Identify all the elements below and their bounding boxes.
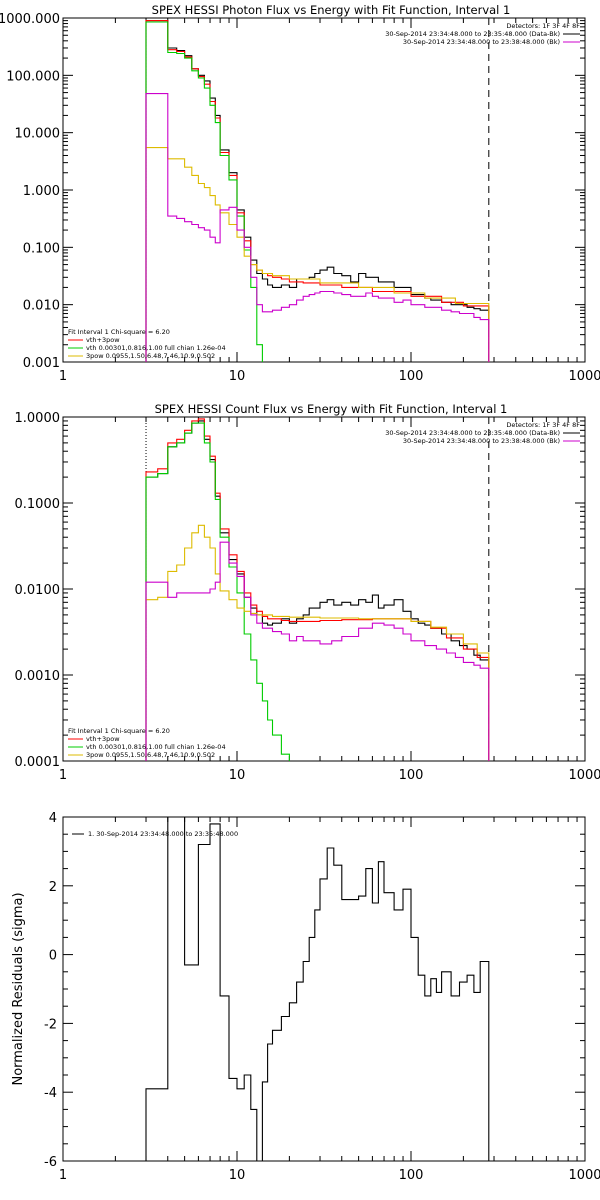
panel1-series [145,20,490,362]
panel2-legend-top: Detectors: 1F 3F 4F 8F 30-Sep-2014 23:34… [385,421,580,445]
series-line-0 [145,420,490,761]
panel2-x-tick-labels: 1 10 100 1000 [59,768,600,783]
y-tick-label: 0.100 [23,241,60,256]
x-tick-label: 100 [399,1168,424,1183]
x-tick-label: 100 [399,768,424,783]
panel1-title: SPEX HESSI Photon Flux vs Energy with Fi… [152,3,511,17]
y-tick-label: -4 [44,1086,57,1101]
panel2-fit-header: Fit Interval 1 Chi-square = 6.20 [68,727,170,735]
panel2-ticks [63,417,585,761]
x-tick-label: 1000 [568,1168,600,1183]
series-line-2 [145,21,263,362]
series-line-0 [145,20,490,362]
x-tick-label: 10 [229,369,246,384]
y-tick-label: 0.0100 [15,583,61,598]
x-tick-label: 10 [229,768,246,783]
x-tick-label: 100 [399,369,424,384]
x-tick-label: 1 [59,369,67,384]
series-line-1 [145,20,490,362]
y-tick-label: 1.000 [23,184,60,199]
panel2-legend-bk: 30-Sep-2014 23:34:48.000 to 23:38:48.000… [403,437,560,445]
series-line-1 [145,418,490,761]
panel1-y-tick-labels: 1000.000 100.000 10.000 1.000 0.100 0.010 0.00… [0,12,60,371]
panel1-frame [62,17,586,363]
panel1-legend-bottom: Fit Interval 1 Chi-square = 6.20 vth+3po… [68,328,226,360]
y-tick-label: 0.010 [23,299,60,314]
panel2-legend-data: 30-Sep-2014 23:34:48.000 to 23:35:48.000… [385,429,560,437]
panel2-legend-bottom: Fit Interval 1 Chi-square = 6.20 vth+3po… [68,727,226,759]
panel3-y-axis-label: Normalized Residuals (sigma) [11,892,26,1085]
series-line-3 [145,147,490,362]
y-tick-label: 0 [49,949,57,964]
series-line-4 [145,93,490,362]
panel2-title: SPEX HESSI Count Flux vs Energy with Fit… [155,402,508,416]
panel3-y-tick-labels: 4 2 0 -2 -4 -6 [44,811,57,1170]
panel1-fit-header: Fit Interval 1 Chi-square = 6.20 [68,328,170,336]
y-tick-label: 0.001 [23,356,60,371]
y-tick-label: 1000.000 [0,12,60,27]
panel3-ticks [63,816,585,1162]
panel1-marker-lines [145,18,490,362]
panel3-legend: 1. 30-Sep-2014 23:34:48.000 to 23:35:48.… [72,830,238,838]
panel2-legend-vth: vth 0.00301,0.816,1.00 full chian 1.26e-… [86,743,226,751]
count-flux-panel: SPEX HESSI Count Flux vs Energy with Fit… [15,402,600,783]
panel3-series [145,816,490,1162]
panel3-x-tick-labels: 1 10 100 1000 [59,1168,600,1183]
y-tick-label: 4 [49,811,57,826]
panel1-legend-data: 30-Sep-2014 23:34:48.000 to 23:35:48.000… [385,30,560,38]
series-line-3 [145,524,490,761]
panel2-y-tick-labels: 1.0000 0.1000 0.0100 0.0010 0.0001 [15,411,61,770]
series-line-2 [145,422,290,761]
panel1-legend-top: Detectors: 1F 3F 4F 8F 30-Sep-2014 23:34… [385,22,580,46]
y-tick-label: 0.1000 [15,497,61,512]
series-line-0 [145,816,490,1162]
x-tick-label: 1000 [568,369,600,384]
y-tick-label: 0.0010 [15,669,61,684]
panel3-legend-text: 1. 30-Sep-2014 23:34:48.000 to 23:35:48.… [88,830,238,838]
y-tick-label: -6 [44,1155,57,1170]
panel3-frame [62,816,586,1162]
y-tick-label: 0.0001 [15,755,61,770]
panel2-series [145,418,490,761]
panel1-legend-fit: vth+3pow [86,336,120,344]
panel1-legend-vth: vth 0.00301,0.816,1.00 full chian 1.26e-… [86,344,226,352]
y-tick-label: 10.000 [15,127,61,142]
panel2-marker-lines [145,417,490,761]
panel1-legend-pow: 3pow 0.0955,1.50,6.48,7.46,10.9,0.502 [86,352,215,360]
y-tick-label: -2 [44,1017,57,1032]
x-tick-label: 10 [229,1168,246,1183]
panel2-legend-pow: 3pow 0.0955,1.50,6.48,7.46,10.9,0.502 [86,751,215,759]
panel2-legend-fit: vth+3pow [86,735,120,743]
panel1-legend-bk: 30-Sep-2014 23:34:48.000 to 23:38:48.000… [403,38,560,46]
panel1-detectors: Detectors: 1F 3F 4F 8F [506,22,580,30]
y-tick-label: 2 [49,880,57,895]
x-tick-label: 1 [59,1168,67,1183]
panel2-detectors: Detectors: 1F 3F 4F 8F [506,421,580,429]
y-tick-label: 100.000 [6,69,60,84]
y-tick-label: 1.0000 [15,411,61,426]
x-tick-label: 1000 [568,768,600,783]
series-line-4 [145,541,490,761]
panel1-ticks [63,18,585,362]
panel2-frame [62,416,586,762]
residuals-panel: 1 10 100 1000 4 2 0 -2 -4 -6 Normalized Residual… [11,811,600,1183]
photon-flux-panel: SPEX HESSI Photon Flux vs Energy with Fi… [0,3,600,384]
panel1-x-tick-labels: 1 10 100 1000 [59,369,600,384]
x-tick-label: 1 [59,768,67,783]
